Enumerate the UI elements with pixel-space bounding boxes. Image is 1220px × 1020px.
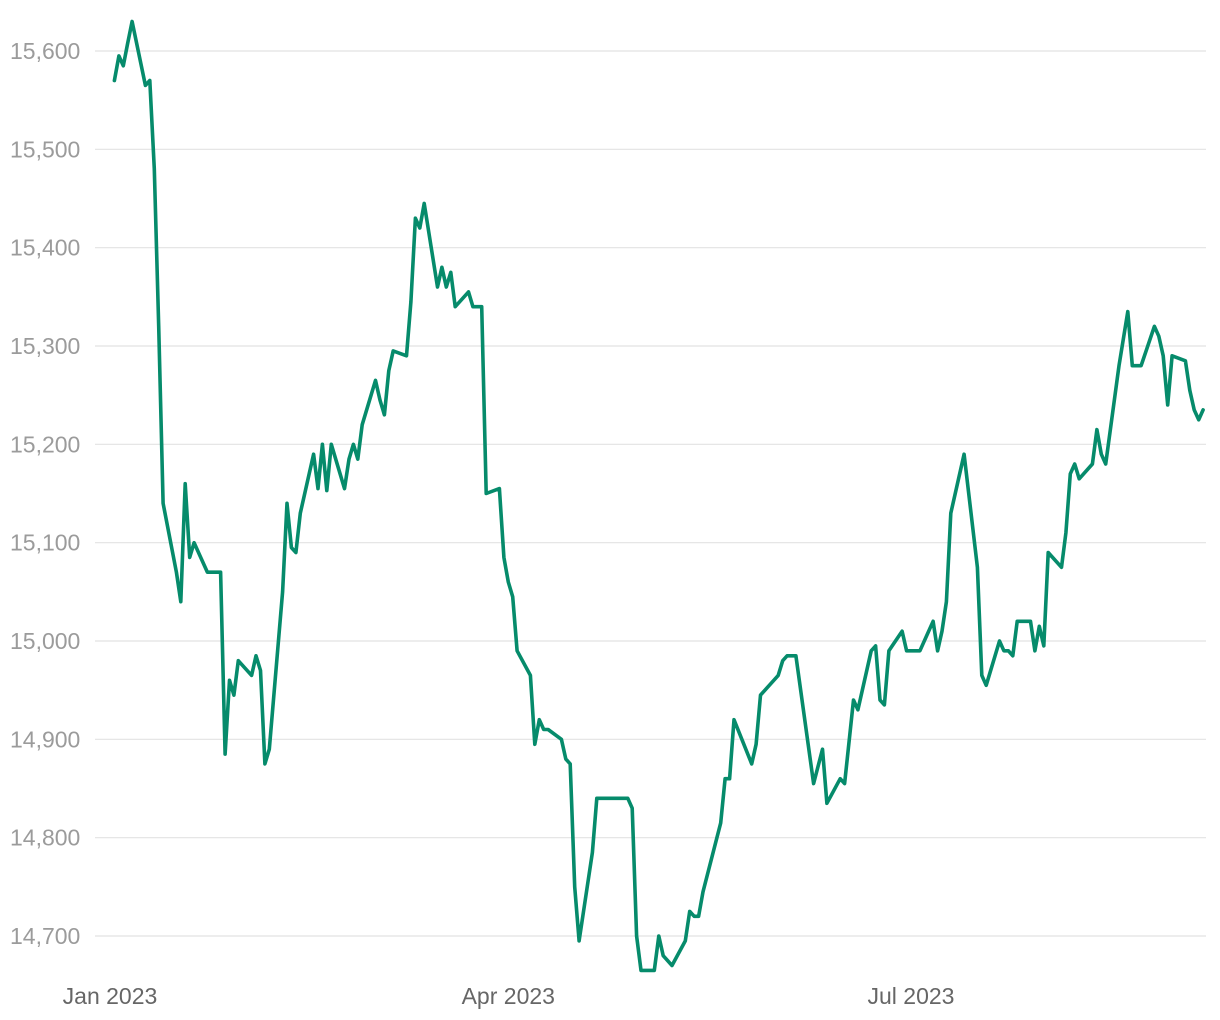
y-tick-label: 15,100: [10, 530, 80, 556]
y-tick-label: 15,300: [10, 333, 80, 359]
x-tick-label: Apr 2023: [462, 983, 555, 1009]
y-tick-label: 15,600: [10, 38, 80, 64]
x-tick-label: Jan 2023: [63, 983, 158, 1009]
y-axis-ticks: 14,700 14,800 14,900 15,000 15,100 15,200 15,3…: [10, 38, 80, 949]
x-tick-label: Jul 2023: [868, 983, 955, 1009]
y-tick-label: 14,700: [10, 923, 80, 949]
series-line: [112, 19, 1205, 973]
x-axis-ticks: Jan 2023 Apr 2023 Jul 2023: [63, 983, 955, 1009]
gridlines: [95, 50, 1206, 937]
y-tick-label: 15,400: [10, 235, 80, 261]
y-tick-label: 15,000: [10, 628, 80, 654]
y-tick-label: 15,500: [10, 136, 80, 162]
series-layer: [112, 19, 1205, 973]
y-tick-label: 14,800: [10, 825, 80, 851]
y-tick-label: 15,200: [10, 431, 80, 457]
y-tick-label: 14,900: [10, 726, 80, 752]
